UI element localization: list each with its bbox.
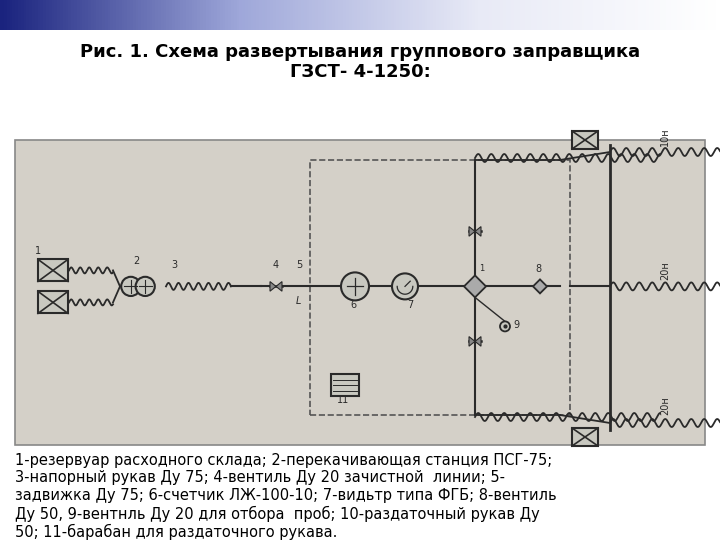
Text: 20н: 20н (660, 396, 670, 415)
Polygon shape (469, 227, 475, 236)
Circle shape (341, 272, 369, 300)
Polygon shape (469, 336, 475, 346)
Text: 4: 4 (273, 260, 279, 271)
Text: 20н: 20н (660, 262, 670, 280)
Bar (310, 160, 570, 415)
Polygon shape (533, 279, 547, 293)
Bar (331, 374, 359, 396)
Circle shape (392, 273, 418, 299)
Bar (572, 428, 598, 446)
Polygon shape (475, 227, 481, 236)
Polygon shape (270, 281, 276, 291)
Text: 7: 7 (407, 300, 413, 310)
Text: Рис. 1. Схема развертывания группового заправщика: Рис. 1. Схема развертывания группового з… (80, 43, 640, 61)
Polygon shape (475, 336, 481, 346)
Text: 2: 2 (133, 256, 139, 266)
Text: L: L (296, 296, 302, 306)
Text: 5: 5 (296, 260, 302, 271)
Text: 1: 1 (35, 246, 41, 256)
Bar (38, 292, 68, 313)
Bar (15, 140, 705, 445)
Bar (38, 259, 68, 281)
Text: 9: 9 (513, 320, 519, 330)
Bar (572, 131, 598, 149)
Polygon shape (276, 281, 282, 291)
Text: 3: 3 (171, 260, 177, 271)
Text: 1: 1 (479, 265, 485, 273)
Text: 10н: 10н (660, 127, 670, 146)
Text: 11: 11 (337, 395, 349, 405)
Text: 8: 8 (535, 265, 541, 274)
Circle shape (500, 321, 510, 332)
Text: ГЗСТ- 4-1250:: ГЗСТ- 4-1250: (289, 63, 431, 81)
Text: 6: 6 (350, 300, 356, 310)
Text: 1-резервуар расходного склада; 2-перекачивающая станция ПСГ-75;
3-напорный рукав: 1-резервуар расходного склада; 2-перекач… (15, 453, 557, 540)
Circle shape (135, 277, 155, 296)
Polygon shape (464, 275, 486, 298)
Circle shape (121, 277, 140, 296)
